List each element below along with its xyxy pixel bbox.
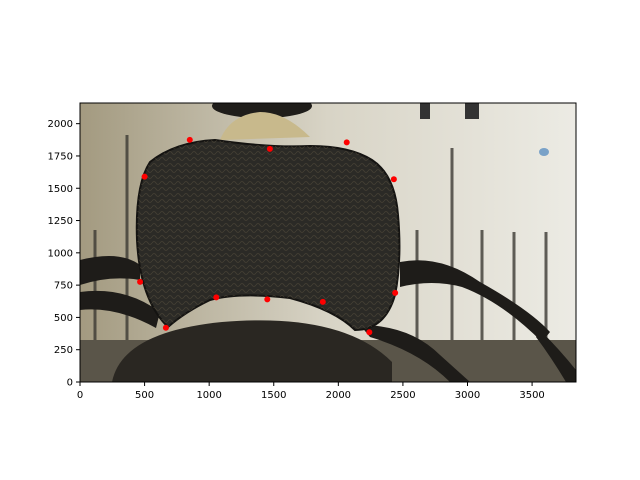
- landmark-point: [141, 173, 148, 180]
- landmark-point: [213, 294, 220, 301]
- x-tick-label: 0: [77, 390, 83, 401]
- landmark-point: [137, 278, 144, 285]
- y-tick-label: 0: [67, 378, 73, 389]
- y-tick-label: 1250: [48, 216, 73, 227]
- landmark-point: [264, 296, 271, 303]
- x-axis: 0 500 1000 1500 2000 2500 3000 3500: [77, 382, 545, 401]
- landmark-points: [137, 136, 399, 336]
- y-axis: 0 250 500 750 1000 1250 1500 1750 2000: [48, 119, 80, 389]
- landmark-point: [186, 136, 193, 143]
- y-tick-label: 250: [54, 345, 73, 356]
- x-tick-label: 1000: [196, 390, 221, 401]
- landmark-point: [319, 298, 326, 305]
- y-tick-label: 1500: [48, 184, 73, 195]
- x-tick-label: 2000: [326, 390, 351, 401]
- landmark-point: [343, 139, 350, 146]
- plot-area-frame: [79, 102, 577, 383]
- x-tick-label: 2500: [390, 390, 415, 401]
- landmark-point: [390, 176, 397, 183]
- x-tick-label: 500: [135, 390, 154, 401]
- y-tick-label: 1750: [48, 151, 73, 162]
- x-tick-label: 1500: [261, 390, 286, 401]
- x-tick-label: 3000: [455, 390, 480, 401]
- x-tick-label: 3500: [519, 390, 544, 401]
- landmark-point: [266, 145, 273, 152]
- y-tick-label: 2000: [48, 119, 73, 130]
- y-tick-label: 1000: [48, 248, 73, 259]
- landmark-point: [162, 324, 169, 331]
- photo-background: [80, 103, 576, 382]
- landmark-point: [366, 329, 373, 336]
- y-tick-label: 750: [54, 281, 73, 292]
- y-tick-label: 500: [54, 313, 73, 324]
- landmark-point: [392, 289, 399, 296]
